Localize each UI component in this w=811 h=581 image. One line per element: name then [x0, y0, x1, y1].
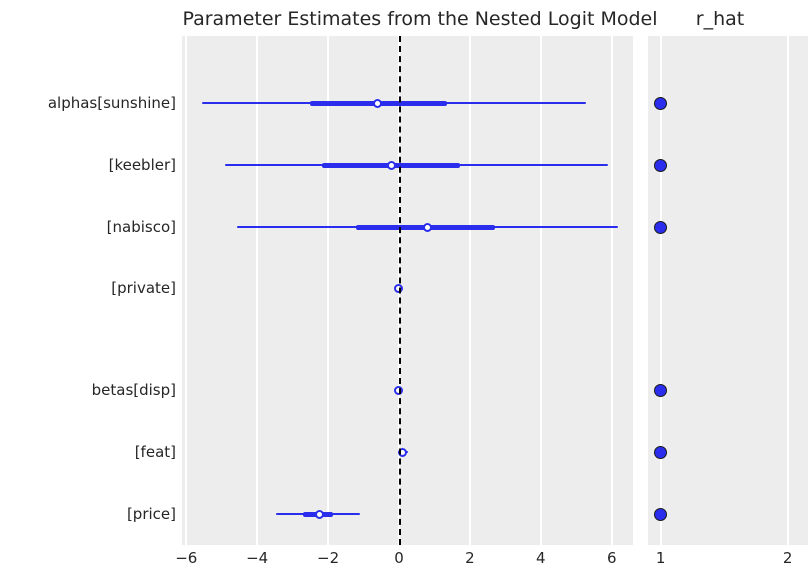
median-marker	[387, 160, 397, 170]
x-gridline	[468, 36, 471, 545]
x-tick-label: 2	[782, 549, 793, 567]
rhat-panel-title: r_hat	[695, 8, 745, 30]
parameter-label: betas[disp]	[91, 381, 176, 399]
parameter-label: [nabisco]	[106, 218, 176, 236]
rhat-dot	[654, 158, 668, 172]
x-tick-label: −6	[175, 549, 198, 567]
rhat-dot	[654, 383, 668, 397]
median-marker	[394, 283, 404, 293]
parameter-label: [price]	[126, 505, 176, 523]
zero-reference-line	[398, 36, 401, 545]
rhat-panel	[648, 36, 808, 545]
parameter-label: alphas[sunshine]	[47, 94, 176, 112]
median-marker	[372, 98, 382, 108]
x-gridline	[786, 36, 789, 545]
rhat-dot	[654, 96, 668, 110]
x-tick-label: −2	[317, 549, 340, 567]
rhat-dot	[654, 445, 668, 459]
rhat-dot	[654, 220, 668, 234]
x-gridline	[659, 36, 662, 545]
x-gridline	[610, 36, 613, 545]
parameter-label: [private]	[111, 279, 176, 297]
y-axis-labels: alphas[sunshine] [keebler] [nabisco] [priva…	[0, 0, 176, 581]
x-axis-tick-labels: −6 −4 −2 0 2 4 6 1 2	[0, 549, 811, 573]
parameter-label: [keebler]	[108, 156, 176, 174]
page-title: Parameter Estimates from the Nested Logi…	[182, 8, 658, 30]
x-tick-label: 1	[655, 549, 666, 567]
x-tick-label: 4	[536, 549, 546, 567]
x-gridline	[256, 36, 259, 545]
x-gridline	[185, 36, 188, 545]
x-tick-label: 2	[465, 549, 475, 567]
x-tick-label: 6	[606, 549, 617, 567]
x-tick-label: 0	[394, 549, 404, 567]
x-tick-label: −4	[246, 549, 269, 567]
median-marker	[315, 509, 325, 519]
rhat-dot	[654, 507, 668, 521]
estimates-panel	[182, 36, 633, 545]
median-marker	[422, 222, 432, 232]
x-gridline	[539, 36, 542, 545]
x-gridline	[327, 36, 330, 545]
parameter-label: [feat]	[134, 443, 176, 461]
